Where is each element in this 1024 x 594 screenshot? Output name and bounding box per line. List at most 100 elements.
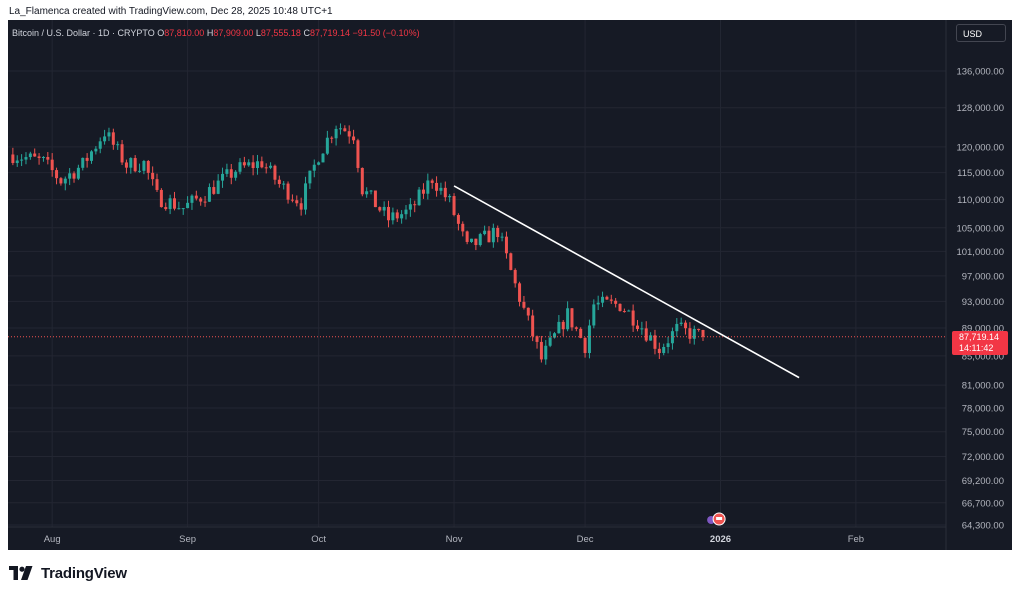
candle-body — [574, 327, 578, 329]
close-label: C — [303, 28, 310, 38]
candle-body — [269, 165, 273, 168]
candle-body — [338, 128, 342, 130]
open-value: 87,810.00 — [164, 28, 205, 38]
candle-body — [644, 328, 648, 341]
brand-footer[interactable]: TradingView — [9, 563, 127, 583]
candles — [11, 123, 705, 365]
price-tick-label: 75,000.00 — [962, 427, 1004, 438]
candle-body — [426, 180, 430, 194]
candle-body — [395, 212, 399, 219]
price-tick-label: 110,000.00 — [957, 195, 1004, 206]
candle-body — [116, 144, 120, 146]
time-tick-label: Nov — [446, 534, 463, 545]
candle-body — [657, 348, 661, 354]
candle-body — [684, 322, 688, 329]
change-value: −91.50 (−0.10%) — [352, 28, 420, 38]
candle-body — [98, 141, 102, 149]
candle-body — [63, 178, 67, 184]
chart-panel[interactable] — [8, 20, 1012, 550]
candle-body — [11, 154, 15, 164]
candle-body — [138, 170, 142, 172]
time-tick-label: Sep — [179, 534, 196, 545]
trendline — [453, 185, 800, 379]
open-label: O — [157, 28, 165, 38]
price-tick-label: 69,200.00 — [962, 476, 1004, 487]
candle-body — [496, 227, 500, 238]
candle-body — [592, 304, 596, 326]
candle-body — [430, 180, 434, 183]
candle-body — [356, 140, 360, 168]
candle-body — [186, 202, 190, 209]
candle-body — [72, 173, 76, 179]
candle-body — [238, 162, 242, 172]
candle-body — [649, 335, 653, 341]
price-chart[interactable]: 136,000.00 128,000.00 120,000.00 115,000.00… — [8, 20, 1012, 550]
candle-body — [692, 328, 696, 339]
candle-body — [662, 347, 666, 354]
candle-body — [439, 187, 443, 191]
candle-body — [452, 196, 456, 215]
candle-body — [553, 333, 556, 338]
candle-body — [352, 136, 356, 141]
close-value: 87,719.14 — [309, 28, 350, 38]
low-label: L — [255, 28, 261, 38]
candle-body — [89, 151, 93, 161]
candle-body — [679, 322, 683, 324]
candle-body — [85, 157, 89, 161]
price-tick-label: 115,000.00 — [957, 168, 1004, 179]
high-label: H — [206, 28, 214, 38]
candle-body — [212, 187, 216, 194]
candle-body — [325, 137, 329, 154]
candle-body — [146, 160, 150, 173]
candle-body — [94, 148, 98, 152]
candle-body — [33, 153, 37, 157]
candle-body — [28, 153, 32, 158]
candle-body — [181, 208, 185, 210]
candle-body — [199, 198, 203, 202]
price-tick-label: 93,000.00 — [962, 297, 1004, 308]
price-tick-label: 120,000.00 — [956, 142, 1004, 153]
candle-body — [277, 179, 281, 184]
chart-caption: La_Flamenca created with TradingView.com… — [9, 6, 333, 17]
candle-body — [544, 345, 548, 360]
candle-body — [172, 198, 176, 209]
candle-body — [653, 335, 657, 349]
candle-body — [168, 198, 172, 210]
candle-body — [264, 167, 268, 169]
candle-body — [618, 303, 622, 312]
candle-body — [304, 183, 308, 210]
candle-body — [640, 328, 644, 330]
candle-body — [413, 204, 417, 206]
candle-body — [216, 180, 220, 194]
candle-body — [360, 167, 364, 195]
candle-body — [225, 169, 229, 174]
candle-body — [194, 195, 198, 199]
candle-body — [330, 137, 334, 139]
candle-body — [76, 167, 80, 179]
candle-body — [539, 341, 543, 360]
candle-body — [461, 223, 465, 232]
candle-body — [697, 328, 701, 330]
price-tick-label: 128,000.00 — [956, 103, 1004, 114]
candle-body — [566, 308, 570, 330]
overlay — [8, 185, 946, 526]
candle-body — [68, 173, 72, 179]
candle-body — [229, 169, 233, 178]
candle-body — [631, 310, 635, 326]
candle-body — [601, 296, 605, 303]
candle-body — [535, 336, 539, 342]
candle-body — [500, 236, 504, 238]
price-tick-label: 64,300.00 — [962, 521, 1004, 532]
candle-body — [465, 231, 469, 242]
candle-body — [234, 171, 238, 178]
candle-body — [295, 200, 299, 204]
candle-body — [41, 157, 45, 159]
candle-body — [518, 283, 522, 302]
grid-lines — [8, 20, 946, 527]
time-tick-label: Feb — [848, 534, 864, 545]
currency-selector[interactable]: USD — [956, 24, 1006, 42]
candle-body — [391, 212, 395, 221]
candle-body — [282, 183, 286, 185]
candle-body — [286, 183, 290, 200]
candle-body — [456, 214, 460, 224]
